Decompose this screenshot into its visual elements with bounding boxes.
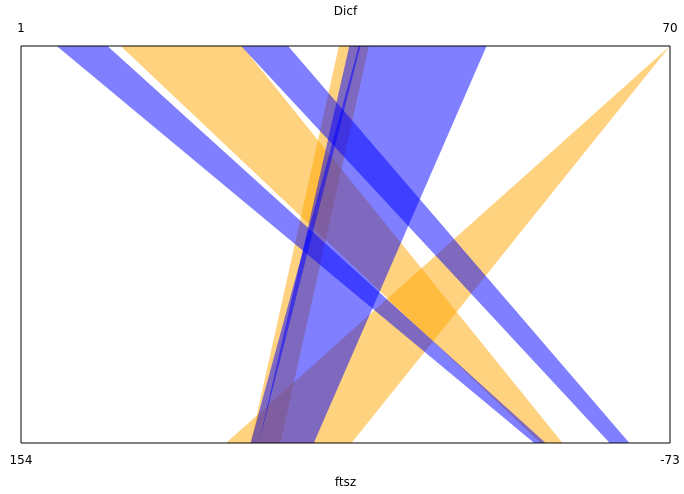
top-axis-min-label: 1 <box>17 21 25 35</box>
blue-band-7 <box>250 46 361 443</box>
bottom-axis-max-label: -73 <box>660 453 680 467</box>
top-axis-title: Dicf <box>334 4 358 18</box>
blue-band-4 <box>56 46 546 443</box>
bottom-axis-title: ftsz <box>335 475 356 489</box>
band-layer <box>56 46 670 443</box>
bottom-axis-min-label: 154 <box>10 453 33 467</box>
blue-band-6 <box>258 46 487 443</box>
top-axis-max-label: 70 <box>662 21 677 35</box>
